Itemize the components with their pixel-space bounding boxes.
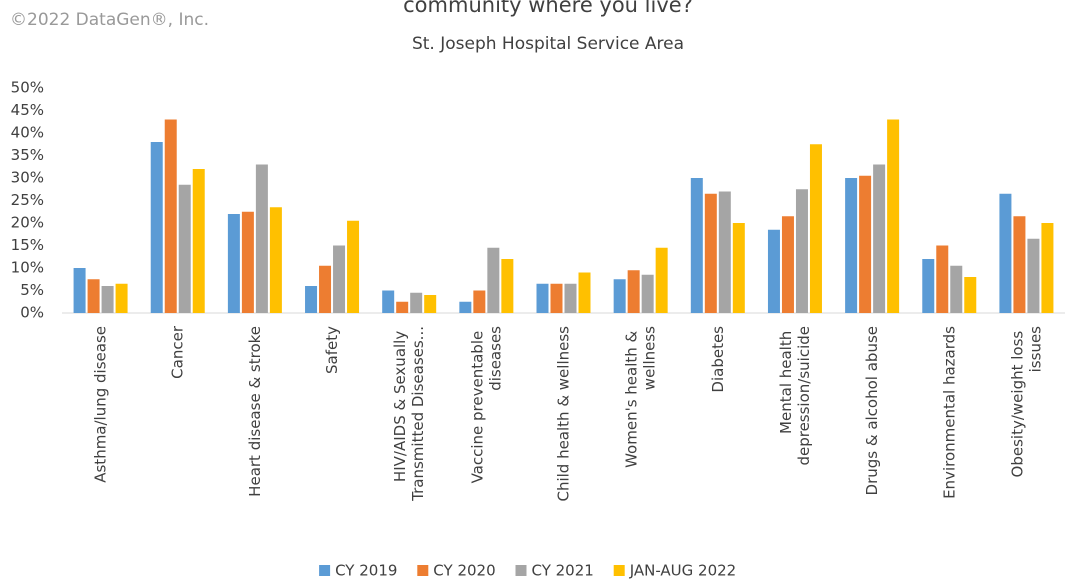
bar (999, 193, 1012, 313)
bar (690, 178, 703, 313)
bar (501, 259, 514, 313)
bar (424, 295, 437, 313)
x-tick-label: Diabetes (708, 326, 726, 393)
x-tick-label: Women's health & wellness (622, 326, 658, 468)
x-tick-label: Drugs & alcohol abuse (863, 326, 881, 495)
legend-label: JAN-AUG 2022 (629, 562, 737, 580)
bar (73, 268, 86, 313)
x-tick-label: Asthma/lung disease (91, 326, 109, 483)
bar (178, 184, 191, 313)
bar (227, 214, 240, 313)
x-tick-label: Heart disease & stroke (245, 326, 263, 497)
legend-label: CY 2020 (433, 562, 495, 580)
chart-title: community where you live? (403, 0, 693, 17)
bar (809, 144, 822, 313)
y-tick-label: 0% (20, 304, 44, 322)
y-tick-label: 30% (11, 169, 44, 187)
bar (704, 193, 717, 313)
bar (627, 270, 640, 313)
bar (845, 178, 858, 313)
bar (641, 274, 654, 313)
bar (936, 245, 949, 313)
legend-swatch (613, 565, 625, 576)
bar (255, 164, 268, 313)
y-tick-label: 15% (11, 236, 44, 254)
bar (473, 290, 486, 313)
x-tick-label: HIV/AIDS & Sexually Transmitted Diseases… (391, 326, 427, 502)
y-tick-label: 20% (11, 214, 44, 232)
bar (718, 191, 731, 313)
bar (795, 189, 808, 313)
bar (859, 175, 872, 313)
bar (1041, 223, 1054, 313)
bar (964, 277, 977, 313)
x-tick-label: Cancer (168, 325, 186, 379)
legend-swatch (515, 565, 527, 576)
bar (382, 290, 395, 313)
y-tick-label: 10% (11, 259, 44, 277)
bar (873, 164, 886, 313)
y-tick-label: 5% (20, 281, 44, 299)
bar (347, 220, 360, 313)
bar (613, 279, 626, 313)
bar (578, 272, 591, 313)
y-tick-label: 45% (11, 101, 44, 119)
y-tick-label: 40% (11, 124, 44, 142)
bar (781, 216, 794, 313)
bar (164, 119, 177, 313)
bar (396, 301, 409, 313)
bar (410, 292, 423, 313)
bar (564, 283, 577, 313)
bar (950, 265, 963, 313)
bar (150, 142, 163, 313)
x-tick-label: Safety (323, 326, 341, 374)
bar (87, 279, 100, 313)
bar (767, 229, 780, 313)
legend-label: CY 2021 (532, 562, 594, 580)
x-tick-label: Vaccine preventable diseases (468, 326, 504, 484)
bar (192, 169, 205, 313)
bar (115, 283, 128, 313)
y-tick-label: 35% (11, 146, 44, 164)
bar (319, 265, 332, 313)
bar (269, 207, 282, 313)
bar (732, 223, 745, 313)
bar (487, 247, 500, 313)
y-tick-label: 25% (11, 191, 44, 209)
bar (1027, 238, 1040, 313)
x-tick-label: Obesity/weight loss issues (1008, 326, 1044, 478)
bar (241, 211, 254, 313)
x-tick-label: Child health & wellness (554, 326, 572, 502)
bar (887, 119, 900, 313)
bar (655, 247, 668, 313)
x-tick-label: Mental health depression/suicide (776, 326, 812, 466)
bar (922, 259, 935, 313)
chart-subtitle: St. Joseph Hospital Service Area (412, 34, 684, 54)
bar (305, 286, 318, 313)
legend-swatch (319, 565, 331, 576)
watermark: ©2022 DataGen®, Inc. (10, 10, 209, 30)
bar (101, 286, 114, 313)
x-tick-label: Environmental hazards (940, 326, 958, 499)
bar (459, 301, 472, 313)
bar (333, 245, 346, 313)
y-tick-label: 50% (11, 79, 44, 97)
legend-label: CY 2019 (335, 562, 397, 580)
bar (536, 283, 549, 313)
bar (550, 283, 563, 313)
bar (1013, 216, 1026, 313)
legend-swatch (417, 565, 429, 576)
